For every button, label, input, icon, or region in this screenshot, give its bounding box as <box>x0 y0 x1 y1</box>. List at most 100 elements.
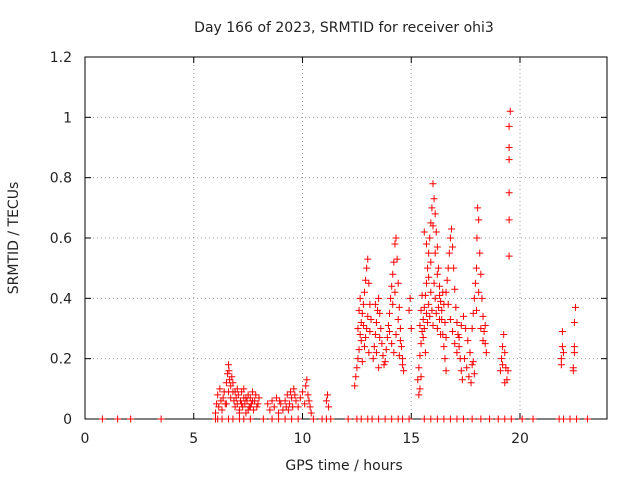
data-point <box>570 349 578 357</box>
data-point <box>360 343 368 351</box>
data-point <box>270 403 278 411</box>
data-point <box>397 343 405 351</box>
data-point <box>505 189 513 197</box>
data-point <box>504 367 512 375</box>
data-point <box>253 403 261 411</box>
data-point <box>406 294 414 302</box>
data-point <box>430 279 438 287</box>
data-point <box>470 370 478 378</box>
data-point <box>494 415 502 423</box>
data-point <box>475 216 483 224</box>
data-point <box>234 391 242 399</box>
data-point <box>451 340 459 348</box>
data-point <box>437 297 445 305</box>
data-point <box>461 355 469 363</box>
data-point <box>405 306 413 314</box>
data-point <box>372 349 380 357</box>
data-point <box>457 367 465 375</box>
data-point <box>369 355 377 363</box>
data-point <box>445 249 453 257</box>
data-point <box>571 303 579 311</box>
data-point <box>362 276 370 284</box>
data-point <box>475 288 483 296</box>
data-point <box>237 397 245 405</box>
data-point <box>289 403 297 411</box>
y-tick-labels: 0 0.2 0.4 0.6 0.8 1 1.2 <box>50 50 72 428</box>
data-point <box>380 361 388 369</box>
data-point <box>420 325 428 332</box>
data-point <box>433 325 441 332</box>
x-tick-label: 20 <box>511 431 529 447</box>
data-point <box>446 234 454 242</box>
data-point <box>422 279 430 287</box>
data-point <box>419 334 427 342</box>
data-point <box>434 264 442 272</box>
data-point <box>416 352 424 360</box>
data-point <box>399 361 407 369</box>
data-point <box>391 240 399 248</box>
y-tick-label: 0.8 <box>50 171 72 187</box>
data-point <box>499 361 507 369</box>
data-point <box>529 415 537 423</box>
data-point <box>264 400 272 408</box>
data-point <box>229 415 237 423</box>
data-point <box>228 373 236 381</box>
data-point <box>476 249 484 257</box>
data-point <box>381 415 389 423</box>
data-point <box>453 349 461 357</box>
data-point <box>518 415 526 423</box>
data-point <box>431 294 439 302</box>
data-point <box>386 309 393 317</box>
data-point <box>477 270 485 278</box>
data-point <box>558 343 566 351</box>
data-point <box>583 415 591 423</box>
data-point <box>238 400 246 408</box>
data-point <box>415 364 423 372</box>
x-tick-label: 5 <box>189 431 198 447</box>
data-point <box>393 255 401 263</box>
data-point <box>365 279 373 287</box>
data-point <box>440 343 448 351</box>
data-point <box>425 300 433 308</box>
data-point <box>375 364 383 372</box>
data-point <box>420 415 428 423</box>
data-point <box>390 258 398 266</box>
data-point <box>246 415 254 423</box>
data-point <box>375 294 383 302</box>
data-point <box>427 288 435 296</box>
data-point <box>505 156 513 164</box>
data-point <box>428 204 436 212</box>
data-point <box>464 337 472 345</box>
data-point <box>454 331 462 339</box>
data-point <box>268 415 276 423</box>
data-point <box>446 415 454 423</box>
data-point <box>392 331 400 339</box>
data-point <box>259 415 267 423</box>
data-point <box>436 282 444 290</box>
data-point <box>573 415 581 423</box>
data-point <box>223 370 231 378</box>
data-point <box>127 415 135 423</box>
data-point <box>506 107 514 115</box>
data-point <box>422 309 430 317</box>
data-point <box>405 415 413 423</box>
data-point <box>471 279 479 287</box>
data-point <box>357 337 365 345</box>
data-point <box>570 343 578 351</box>
data-point <box>431 210 439 218</box>
data-point <box>214 391 222 399</box>
data-point <box>362 334 370 342</box>
data-point <box>301 400 309 408</box>
data-point <box>505 144 513 151</box>
data-point <box>390 349 398 357</box>
data-point <box>294 415 302 423</box>
data-point <box>388 282 396 290</box>
data-point <box>235 409 243 417</box>
data-point <box>426 234 434 242</box>
data-point <box>98 415 106 423</box>
data-point <box>352 373 360 381</box>
data-point <box>227 394 235 402</box>
y-axis-label: SRMTID / TECUs <box>6 182 22 295</box>
data-point <box>443 276 451 284</box>
data-point <box>377 325 385 332</box>
